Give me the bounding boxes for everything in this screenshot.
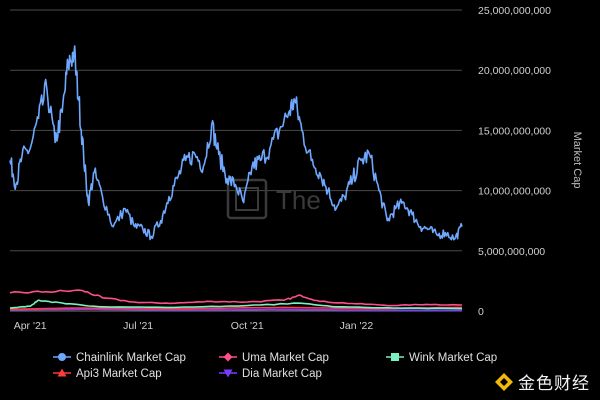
legend-label: Wink Market Cap <box>409 352 497 364</box>
brand-watermark: 金色财经 <box>494 369 590 394</box>
series-line <box>10 308 462 312</box>
theblock-logo-icon <box>226 178 268 220</box>
y-tick-label: 10,000,000,000 <box>478 186 551 198</box>
series-layer <box>9 45 463 312</box>
legend-marker <box>223 352 233 362</box>
series-line <box>9 299 463 310</box>
watermark: The <box>226 178 321 220</box>
legend-label: Uma Market Cap <box>242 352 329 364</box>
x-tick-label: Jan '22 <box>340 320 374 332</box>
y-tick-label: 5,000,000,000 <box>478 246 545 258</box>
legend-marker <box>391 353 399 361</box>
x-tick-label: Apr '21 <box>14 320 47 332</box>
y-tick-label: 25,000,000,000 <box>478 5 551 17</box>
legend-item[interactable]: Dia Market Cap <box>219 368 322 380</box>
theblock-logo-inner-icon <box>235 187 259 211</box>
legend-label: Chainlink Market Cap <box>76 352 186 364</box>
grid-lines <box>10 9 462 312</box>
x-tick-label: Jul '21 <box>123 320 153 332</box>
series-line <box>9 45 463 241</box>
legend-marker <box>223 369 233 378</box>
brand-text: 金色财经 <box>518 374 590 394</box>
y-axis-ticks: 0 5,000,000,000 10,000,000,000 15,000,000,0… <box>478 5 551 318</box>
y-tick-label: 0 <box>478 306 484 318</box>
legend-item[interactable]: Chainlink Market Cap <box>53 352 186 364</box>
x-tick-label: Oct '21 <box>231 320 264 332</box>
legend-marker <box>58 353 66 361</box>
series-line <box>9 289 463 307</box>
y-axis-label: Market Cap <box>571 132 583 189</box>
legend: Chainlink Market Cap Uma Market Cap Wink M… <box>53 352 497 380</box>
jinse-logo-icon <box>495 372 513 391</box>
y-tick-label: 20,000,000,000 <box>478 65 551 77</box>
x-axis-ticks: Apr '21 Jul '21 Oct '21 Jan '22 <box>14 320 374 332</box>
legend-label: Api3 Market Cap <box>76 368 162 380</box>
legend-marker <box>57 368 67 377</box>
legend-label: Dia Market Cap <box>242 368 322 380</box>
watermark-text: The <box>276 185 321 215</box>
legend-item[interactable]: Api3 Market Cap <box>53 368 162 380</box>
legend-item[interactable]: Wink Market Cap <box>386 352 497 364</box>
legend-item[interactable]: Uma Market Cap <box>219 352 329 364</box>
y-tick-label: 15,000,000,000 <box>478 125 551 137</box>
